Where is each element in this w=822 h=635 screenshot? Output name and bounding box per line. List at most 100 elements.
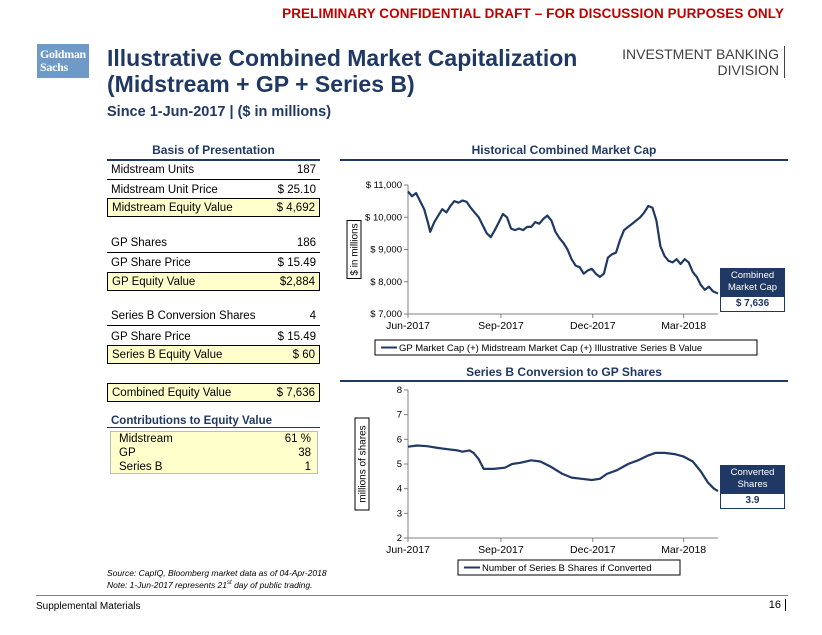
note-pre: Note: 1-Jun-2017 represents 21 [107, 579, 228, 590]
x-tick-label: Jun-2017 [386, 544, 430, 556]
source-line: Source: CapIQ, Bloomberg market data as … [107, 568, 327, 578]
row-label: Midstream Equity Value [112, 201, 233, 214]
row-label: Combined Equity Value [112, 386, 232, 399]
callout-label-line2: Shares [737, 479, 768, 490]
y-tick-label: 3 [397, 508, 402, 519]
division-label: INVESTMENT BANKING DIVISION [622, 46, 785, 78]
basis-row-series-b-shares: Series B Conversion Shares 4 [107, 307, 320, 326]
contribution-row-midstream: Midstream 61 % [111, 432, 319, 446]
callout-label-line1: Converted [730, 467, 775, 478]
series-line [407, 444, 719, 493]
y-tick-label: $ 10,000 [365, 212, 402, 223]
basis-row-midstream-unit-price: Midstream Unit Price $ 25.10 [107, 180, 320, 199]
y-axis-label-group: millions of shares [354, 417, 370, 511]
logo-line2: Sachs [40, 60, 68, 74]
contribution-row-gp: GP 38 [111, 446, 319, 460]
contribution-row-series-b: Series B 1 [111, 460, 319, 474]
footer-rule [36, 595, 788, 596]
goldman-sachs-logo: Goldman Sachs [37, 44, 89, 78]
y-tick-label: 8 [397, 385, 402, 396]
chart2-header-rule [340, 380, 788, 382]
row-value: $ 4,692 [276, 201, 315, 214]
row-value: $ 15.49 [277, 330, 316, 343]
note-line: Note: 1-Jun-2017 represents 21st day of … [107, 578, 327, 590]
y-tick-label: 6 [397, 434, 402, 445]
basis-row-gp-shares: GP Shares 186 [107, 234, 320, 253]
row-value: 187 [296, 164, 316, 176]
x-tick-label: Dec-2017 [570, 320, 616, 332]
y-axis-label: $ in millions [350, 223, 361, 275]
callout-label-line2: Market Cap [727, 282, 778, 293]
basis-row-gp-equity: GP Equity Value $2,884 [107, 272, 320, 291]
x-tick-label: Sep-2017 [478, 544, 524, 556]
row-label: GP Share Price [111, 330, 191, 343]
row-label: GP Shares [111, 237, 168, 249]
y-tick-label: $ 9,000 [370, 245, 402, 256]
market-cap-chart: $ 7,000 $ 8,000 $ 9,000 $ 10,000 $ 11,000 Jun… [346, 180, 758, 356]
basis-row-gp-share-price: GP Share Price $ 15.49 [107, 253, 320, 272]
basis-header-rule [107, 159, 320, 161]
y-tick-label: 2 [397, 533, 402, 544]
contribution-value: 38 [298, 447, 311, 459]
legend-label: GP Market Cap (+) Midstream Market Cap (… [399, 343, 702, 354]
contribution-label: Series B [119, 461, 163, 473]
contribution-label: GP [119, 447, 136, 459]
x-tick-label: Sep-2017 [478, 320, 524, 332]
converted-callout-label: Converted Shares [720, 465, 785, 493]
x-tick-label: Dec-2017 [570, 544, 616, 556]
y-tick-label: 7 [397, 410, 402, 421]
row-label: Series B Conversion Shares [111, 310, 256, 322]
page-subtitle: Since 1-Jun-2017 | ($ in millions) [107, 104, 332, 120]
callout-label-line1: Combined [730, 270, 775, 281]
row-value: $2,884 [279, 275, 315, 288]
row-value: $ 15.49 [277, 256, 316, 269]
series-line [407, 190, 719, 295]
contribution-value: 1 [304, 461, 311, 473]
contributions-box: Midstream 61 % GP 38 Series B 1 [110, 431, 318, 474]
y-tick-label: 4 [397, 484, 402, 495]
y-tick-label: 5 [397, 459, 402, 470]
row-label: Midstream Unit Price [111, 183, 218, 196]
x-tick-label: Jun-2017 [386, 320, 430, 332]
page-number: 16 [769, 599, 786, 611]
combined-callout-label: Combined Market Cap [720, 268, 785, 296]
row-value: 186 [296, 237, 316, 249]
chart2-header: Series B Conversion to GP Shares [466, 365, 662, 379]
y-axis-label: millions of shares [358, 425, 369, 502]
basis-header: Basis of Presentation [152, 143, 275, 157]
legend-box [374, 339, 758, 356]
x-tick-label: Mar-2018 [661, 320, 706, 332]
x-tick-label: Mar-2018 [661, 544, 706, 556]
basis-row-gp-share-price-2: GP Share Price $ 15.49 [107, 327, 320, 346]
y-tick-label: $ 7,000 [370, 309, 402, 320]
y-axis-label-box [346, 220, 362, 279]
converted-callout-value: 3.9 [720, 493, 785, 509]
row-value: $ 7,636 [276, 386, 315, 399]
contributions-header: Contributions to Equity Value [107, 415, 320, 428]
footer-label: Supplemental Materials [36, 601, 141, 612]
title-line1: Illustrative Combined Market Capitalizat… [107, 45, 578, 71]
row-value: $ 25.10 [277, 183, 316, 196]
contribution-value: 61 % [284, 433, 311, 445]
series-b-shares-chart: 2 3 4 5 6 7 8 Jun-2017 Sep-2017 Dec-2017 Mar-2018 m… [354, 385, 719, 576]
legend-label: Number of Series B Shares if Converted [482, 563, 652, 574]
row-value: 4 [309, 310, 316, 322]
basis-row-midstream-equity: Midstream Equity Value $ 4,692 [107, 198, 320, 217]
basis-row-series-b-equity: Series B Equity Value $ 60 [107, 345, 320, 364]
source-notes: Source: CapIQ, Bloomberg market data as … [107, 568, 327, 590]
title-line2: (Midstream + GP + Series B) [107, 71, 415, 97]
row-value: $ 60 [292, 348, 315, 361]
y-tick-label: $ 11,000 [366, 180, 402, 191]
logo-line1: Goldman [40, 47, 86, 61]
row-label: Midstream Units [111, 164, 195, 176]
combined-callout-value: $ 7,636 [720, 296, 785, 312]
row-label: GP Equity Value [112, 275, 196, 288]
basis-row-midstream-units: Midstream Units 187 [107, 161, 320, 180]
division-line2: DIVISION [717, 62, 779, 78]
chart1-header: Historical Combined Market Cap [471, 143, 657, 157]
note-post: day of public trading. [231, 579, 313, 590]
y-tick-label: $ 8,000 [370, 277, 402, 288]
basis-row-combined-equity: Combined Equity Value $ 7,636 [107, 383, 320, 402]
row-label: Series B Equity Value [112, 348, 223, 361]
confidential-banner: PRELIMINARY CONFIDENTIAL DRAFT – FOR DIS… [282, 6, 784, 21]
